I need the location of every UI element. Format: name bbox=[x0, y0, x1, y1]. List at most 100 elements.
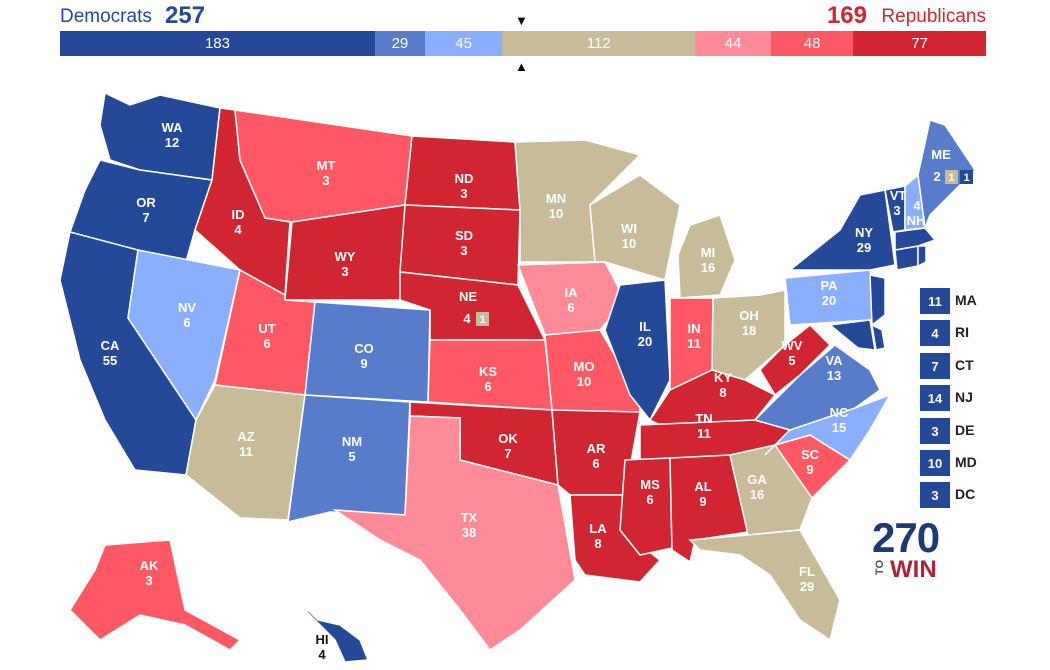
state-OR[interactable] bbox=[69, 159, 214, 266]
270towin-logo[interactable]: 270 TO WIN bbox=[872, 514, 962, 588]
label-WV-abbr: WV bbox=[782, 338, 803, 353]
label-WV-ev: 5 bbox=[788, 353, 795, 368]
me-cd-dem-box[interactable] bbox=[960, 170, 973, 184]
label-FL-ev: 29 bbox=[800, 579, 814, 594]
small-state-abbr: DE bbox=[955, 422, 975, 438]
label-WI-ev: 10 bbox=[622, 236, 636, 251]
democrats-total: 257 bbox=[165, 2, 206, 29]
label-TX-abbr: TX bbox=[461, 510, 478, 525]
label-CO-abbr: CO bbox=[354, 341, 374, 356]
state-GA[interactable] bbox=[729, 444, 813, 536]
label-SC-abbr: SC bbox=[801, 447, 820, 462]
label-MS-ev: 6 bbox=[646, 492, 653, 507]
state-MI[interactable] bbox=[677, 214, 736, 299]
bar-segment[interactable]: 44 bbox=[695, 31, 771, 56]
label-CA-abbr: CA bbox=[101, 338, 120, 353]
democrats-label: Democrats bbox=[60, 6, 152, 27]
small-state-ev-box: 11 bbox=[920, 288, 950, 314]
label-VA-abbr: VA bbox=[825, 353, 843, 368]
small-state-ev-box: 4 bbox=[920, 320, 950, 346]
small-state-ev-box: 7 bbox=[920, 353, 950, 379]
state-DE[interactable] bbox=[871, 323, 886, 351]
label-IL-ev: 20 bbox=[638, 334, 652, 349]
label-MO-abbr: MO bbox=[574, 359, 595, 374]
label-OK-ev: 7 bbox=[504, 446, 511, 461]
label-AL-abbr: AL bbox=[694, 479, 711, 494]
label-NC-ev: 15 bbox=[832, 420, 846, 435]
label-HI-abbr: HI bbox=[316, 632, 329, 647]
small-state-ev-box: 14 bbox=[920, 385, 950, 411]
bar-segment[interactable]: 183 bbox=[60, 31, 375, 56]
small-state-RI[interactable]: 4 RI bbox=[920, 320, 1030, 346]
label-MI-ev: 16 bbox=[701, 260, 715, 275]
label-NV-ev: 6 bbox=[183, 315, 190, 330]
label-AZ-ev: 11 bbox=[239, 444, 253, 459]
label-MI-abbr: MI bbox=[701, 245, 715, 260]
logo-win: WIN bbox=[890, 556, 937, 583]
label-OK-abbr: OK bbox=[498, 431, 518, 446]
label-SC-ev: 9 bbox=[806, 462, 813, 477]
republicans-total: 169 bbox=[826, 2, 867, 29]
label-LA-abbr: LA bbox=[589, 521, 607, 536]
bar-segment[interactable]: 45 bbox=[424, 31, 503, 56]
state-HI[interactable] bbox=[299, 604, 370, 663]
bar-segment[interactable]: 112 bbox=[502, 31, 696, 56]
label-IA-ev: 6 bbox=[567, 300, 574, 315]
bar-segment[interactable]: 77 bbox=[853, 31, 986, 56]
label-AK-abbr: AK bbox=[140, 558, 159, 573]
label-ME-cd-tossup: 1 bbox=[948, 172, 954, 184]
me-cd-tossup-box[interactable] bbox=[945, 170, 958, 184]
label-IA-abbr: IA bbox=[565, 285, 579, 300]
bar-segment[interactable]: 48 bbox=[770, 31, 854, 56]
label-AR-ev: 6 bbox=[592, 456, 599, 471]
state-NY[interactable] bbox=[787, 189, 896, 271]
small-state-abbr: NJ bbox=[955, 389, 973, 405]
label-UT-abbr: UT bbox=[258, 321, 275, 336]
label-ME-cd-dem: 1 bbox=[963, 172, 969, 184]
label-AK-ev: 3 bbox=[145, 573, 152, 588]
small-state-abbr: CT bbox=[955, 357, 974, 373]
label-MS-abbr: MS bbox=[640, 477, 660, 492]
state-AK[interactable] bbox=[69, 539, 242, 651]
label-NY-ev: 29 bbox=[857, 240, 871, 255]
small-state-abbr: RI bbox=[955, 324, 969, 340]
state-RI[interactable] bbox=[917, 245, 927, 268]
small-state-DE[interactable]: 3 DE bbox=[920, 418, 1030, 444]
small-state-MD[interactable]: 10 MD bbox=[920, 450, 1030, 476]
state-WV[interactable] bbox=[759, 323, 832, 397]
small-state-DC[interactable]: 3 DC bbox=[920, 482, 1030, 508]
label-ME-ev: 2 bbox=[933, 169, 940, 184]
ne-cd-box[interactable] bbox=[476, 312, 489, 326]
label-NH-ev: 4 bbox=[913, 198, 921, 213]
label-AL-ev: 9 bbox=[699, 494, 706, 509]
state-FL[interactable] bbox=[688, 529, 841, 642]
label-CO-ev: 9 bbox=[360, 356, 367, 371]
small-state-abbr: DC bbox=[955, 486, 976, 502]
republicans-label: Republicans bbox=[881, 6, 986, 27]
270-marker-up-icon: ▲ bbox=[515, 59, 528, 74]
label-NY-abbr: NY bbox=[855, 225, 873, 240]
small-state-CT[interactable]: 7 CT bbox=[920, 353, 1030, 379]
label-NE-ev: 4 bbox=[463, 311, 471, 326]
state-MS[interactable] bbox=[619, 457, 673, 556]
small-state-MA[interactable]: 11 MA bbox=[920, 288, 1030, 314]
state-NJ[interactable] bbox=[869, 274, 886, 327]
label-KS-abbr: KS bbox=[479, 364, 497, 379]
label-UT-ev: 6 bbox=[263, 336, 270, 351]
label-MO-ev: 10 bbox=[577, 374, 591, 389]
small-state-abbr: MA bbox=[955, 292, 977, 308]
electoral-vote-bar: 183 29 45 112 44 48 77 bbox=[60, 31, 986, 56]
bar-segment[interactable]: 29 bbox=[374, 31, 425, 56]
electoral-header: Democrats 257 169 Republicans ▼ 183 29 45 1… bbox=[0, 0, 1050, 80]
label-LA-ev: 8 bbox=[594, 536, 601, 551]
label-OR-abbr: OR bbox=[136, 195, 156, 210]
label-NE-abbr: NE bbox=[459, 289, 477, 304]
label-WA-ev: 12 bbox=[165, 135, 179, 150]
state-NV[interactable] bbox=[127, 249, 241, 422]
small-state-NJ[interactable]: 14 NJ bbox=[920, 385, 1030, 411]
state-TX[interactable] bbox=[332, 415, 576, 652]
label-KY-ev: 8 bbox=[719, 385, 726, 400]
label-AR-abbr: AR bbox=[587, 441, 606, 456]
state-MD[interactable] bbox=[828, 319, 876, 351]
small-state-ev-box: 3 bbox=[920, 418, 950, 444]
